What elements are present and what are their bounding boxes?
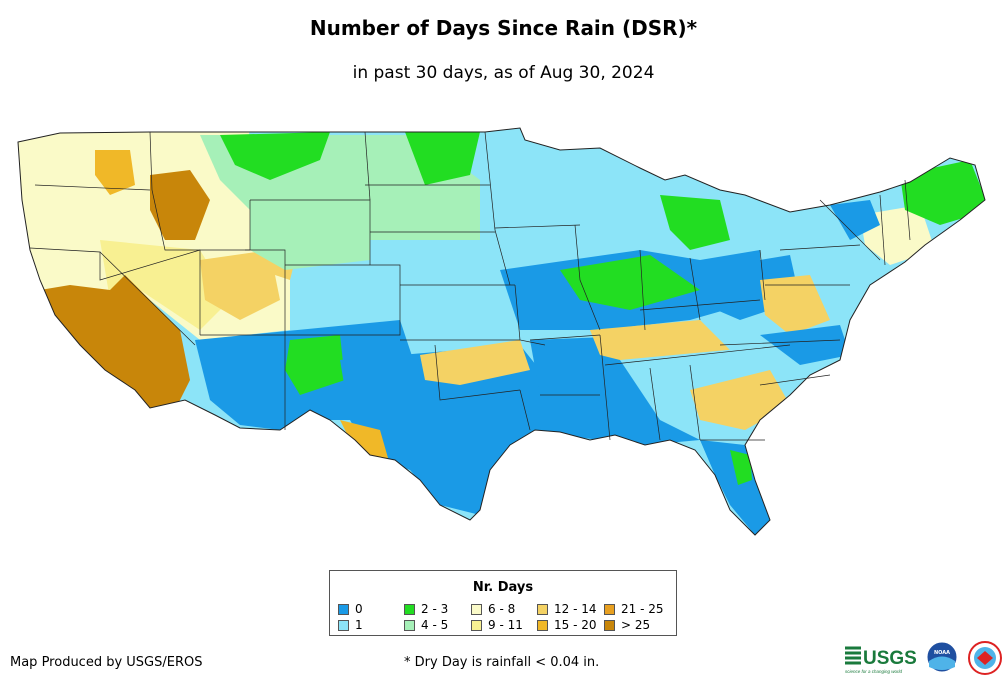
credit-text: Map Produced by USGS/EROS [10,655,203,670]
region-great-basin-9-11 [100,240,230,330]
legend-label: 9 - 11 [488,618,523,632]
usgs-wordmark: USGS [863,648,917,669]
region-newengland-6-8 [860,205,935,265]
legend-item: 1 [338,619,363,633]
legend-swatch [471,620,482,631]
legend-label: 6 - 8 [488,602,516,616]
noaa-wordmark: NOAA [934,650,950,656]
legend: Nr. Days 0 1 2 - 3 4 - 5 6 - 8 9 - 11 12… [329,570,677,636]
legend-swatch [537,604,548,615]
state-borders [29,131,911,441]
footnote-text: * Dry Day is rainfall < 0.04 in. [404,655,600,670]
region-virginia-0 [760,325,850,365]
region-michigan-2-3 [660,195,730,250]
us-outline [17,127,986,536]
legend-label: 1 [355,618,363,632]
region-texas-15-20 [340,420,390,465]
region-nm-2-3 [285,335,345,395]
map-title: Number of Days Since Rain (DSR)* [309,16,698,40]
legend-swatch [404,620,415,631]
nws-logo [968,641,1002,675]
dsr-raster [18,128,985,535]
legend-item: 9 - 11 [471,619,523,633]
region-wyoming-4-5 [250,205,370,270]
legend-title: Nr. Days [472,580,534,595]
legend-label: 15 - 20 [554,618,597,632]
map-subtitle: in past 30 days, as of Aug 30, 2024 [352,63,655,83]
legend-swatch [471,604,482,615]
region-se-12-14 [690,370,790,430]
legend-item: 2 - 3 [404,603,448,617]
region-oklahoma-12-14 [420,340,530,385]
legend-label: 4 - 5 [421,618,449,632]
region-appalachia-12-14 [760,275,830,335]
legend-label: 2 - 3 [421,602,449,616]
region-texas-0 [340,345,560,515]
legend-label: 21 - 25 [621,602,664,616]
region-montana-2-3 [220,132,330,180]
legend-item: 0 [338,603,363,617]
region-nw-oregon-15-20 [95,150,135,195]
legend-item: > 25 [604,619,650,633]
legend-swatch [338,604,349,615]
region-nd-2-3 [405,132,480,185]
legend-item: 12 - 14 [537,603,597,617]
region-maine-2-3 [900,160,985,225]
usgs-tagline: science for a changing world [845,669,903,674]
region-florida-2-3 [730,450,752,485]
region-idaho-gt25 [150,170,210,240]
noaa-logo: NOAA [926,641,958,673]
legend-swatch [604,604,615,615]
legend-swatch [338,620,349,631]
legend-swatch [404,604,415,615]
legend-label: 0 [355,602,363,616]
usgs-logo: USGS science for a changing world [845,646,917,674]
legend-swatch [537,620,548,631]
region-southwest-gt25 [40,275,190,410]
legend-item: 6 - 8 [471,603,515,617]
legend-item: 4 - 5 [404,619,448,633]
legend-label: 12 - 14 [554,602,597,616]
agency-logos: USGS science for a changing world NOAA [845,641,1002,675]
legend-swatch [604,620,615,631]
region-nystate-0 [830,200,880,240]
legend-item: 21 - 25 [604,603,664,617]
region-midwest-2-3 [560,255,700,310]
legend-item: 15 - 20 [537,619,597,633]
legend-label: > 25 [621,618,651,632]
region-florida-0 [700,440,770,535]
